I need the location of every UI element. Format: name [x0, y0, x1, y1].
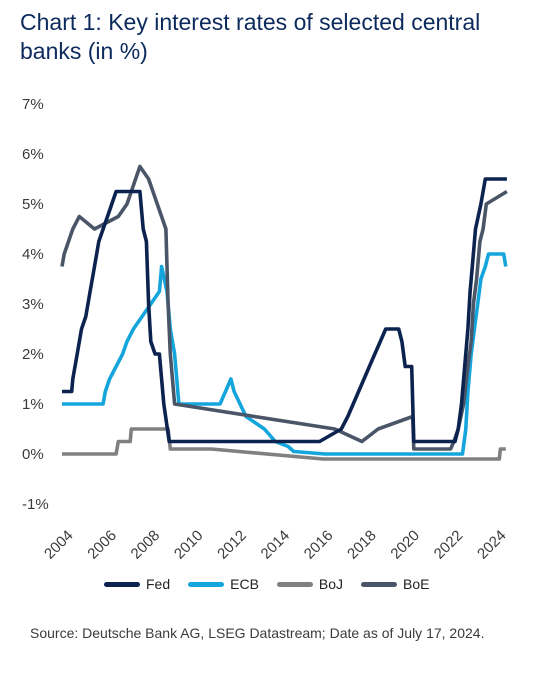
- x-tick-label: 2004: [41, 527, 77, 563]
- y-tick-label: 4%: [22, 246, 44, 263]
- legend-item-ecb: ECB: [188, 576, 259, 592]
- legend-label: BoJ: [318, 576, 344, 592]
- x-tick-label: 2010: [171, 527, 207, 563]
- y-tick-label: 6%: [22, 146, 44, 163]
- legend-swatch: [361, 581, 398, 587]
- source-note: Source: Deutsche Bank AG, LSEG Datastrea…: [30, 625, 485, 641]
- y-tick-label: 1%: [22, 396, 44, 413]
- legend: Fed ECB BoJ BoE: [104, 576, 430, 592]
- legend-item-boe: BoE: [361, 576, 430, 592]
- legend-swatch: [188, 581, 225, 587]
- x-tick-label: 2018: [344, 527, 380, 563]
- x-tick-label: 2020: [387, 527, 423, 563]
- y-tick-label: -1%: [22, 496, 49, 513]
- legend-label: ECB: [230, 576, 259, 592]
- y-tick-label: 7%: [22, 96, 44, 113]
- x-tick-label: 2022: [431, 527, 467, 563]
- series-lines: [60, 164, 508, 461]
- x-tick-label: 2008: [128, 527, 164, 563]
- legend-label: BoE: [403, 576, 430, 592]
- y-tick-label: 3%: [22, 296, 44, 313]
- x-tick-label: 2006: [84, 527, 120, 563]
- y-tick-label: 2%: [22, 346, 44, 363]
- legend-item-boj: BoJ: [276, 576, 344, 592]
- x-tick-label: 2014: [258, 527, 294, 563]
- y-tick-label: 0%: [22, 446, 44, 463]
- y-axis: -1% 0% 1% 2% 3% 4% 5% 6% 7%: [22, 96, 49, 513]
- y-tick-label: 5%: [22, 196, 44, 213]
- chart-title: Chart 1: Key interest rates of selected …: [20, 9, 481, 64]
- series-line-ecb: [62, 252, 508, 456]
- legend-label: Fed: [146, 576, 171, 592]
- x-tick-label: 2012: [214, 527, 250, 563]
- series-line-fed: [62, 177, 507, 444]
- legend-item-fed: Fed: [104, 576, 170, 592]
- series-line-boe: [60, 164, 508, 451]
- x-tick-label: 2024: [474, 527, 510, 563]
- x-tick-label: 2016: [301, 527, 337, 563]
- x-axis: 2004 2006 2008 2010 2012 2014 2016 2018 2020 2022…: [41, 527, 510, 563]
- legend-swatch: [276, 581, 313, 587]
- legend-swatch: [104, 581, 140, 587]
